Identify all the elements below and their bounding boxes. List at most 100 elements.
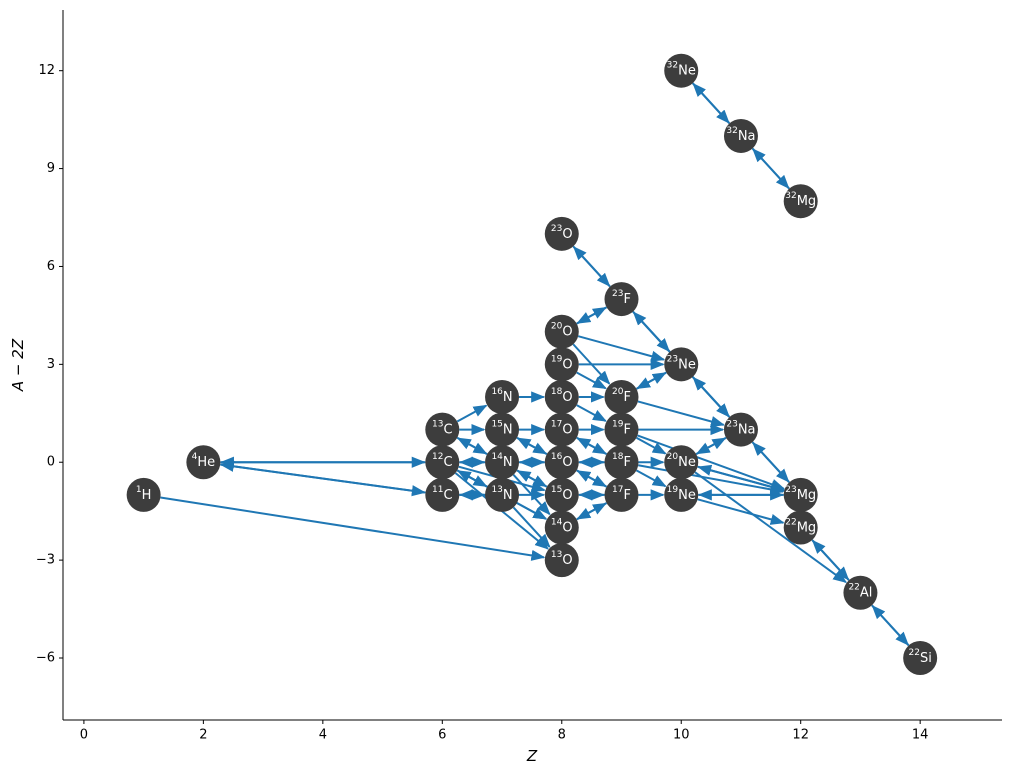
node-symbol: He bbox=[197, 455, 215, 470]
node-label: 1H bbox=[136, 485, 152, 503]
node-mass: 14 bbox=[491, 452, 503, 462]
node-symbol: C bbox=[443, 455, 452, 470]
node bbox=[425, 445, 460, 480]
node-mass: 4 bbox=[192, 452, 198, 462]
node bbox=[783, 477, 818, 512]
edge bbox=[576, 306, 608, 324]
node-mass: 20 bbox=[612, 387, 624, 397]
node-symbol: N bbox=[503, 422, 513, 437]
node bbox=[604, 282, 639, 317]
edge bbox=[516, 469, 548, 488]
node-mass: 19 bbox=[612, 420, 624, 430]
node-mass: 13 bbox=[432, 420, 443, 430]
node-symbol: F bbox=[623, 455, 630, 470]
x-tick-label: 8 bbox=[558, 728, 566, 743]
x-tick-label: 14 bbox=[912, 728, 929, 743]
node bbox=[544, 412, 579, 447]
node-mass: 15 bbox=[551, 485, 562, 495]
node-symbol: F bbox=[623, 422, 630, 437]
node-label: 16N bbox=[491, 387, 512, 405]
edge bbox=[811, 539, 850, 581]
node-mass: 23 bbox=[667, 354, 678, 364]
node-label: 16O bbox=[551, 452, 573, 470]
node bbox=[783, 184, 818, 219]
x-axis-label: Z bbox=[526, 747, 538, 765]
edge bbox=[752, 148, 790, 190]
node bbox=[783, 510, 818, 545]
node bbox=[664, 477, 699, 512]
node-label: 22Mg bbox=[785, 517, 816, 535]
node-mass: 20 bbox=[667, 452, 679, 462]
node-label: 19O bbox=[551, 354, 573, 372]
node-mass: 17 bbox=[551, 420, 562, 430]
node-mass: 16 bbox=[491, 387, 503, 397]
node bbox=[723, 118, 758, 153]
node-label: 18O bbox=[551, 387, 573, 405]
node-mass: 15 bbox=[491, 420, 502, 430]
node-label: 32Na bbox=[726, 126, 755, 144]
y-axis-label: A − 2Z bbox=[9, 338, 27, 392]
edge bbox=[695, 436, 727, 455]
node-label: 14N bbox=[491, 452, 512, 470]
node-symbol: Ne bbox=[678, 455, 696, 470]
edge bbox=[512, 506, 551, 548]
node bbox=[425, 477, 460, 512]
node-symbol: F bbox=[623, 292, 630, 307]
node bbox=[903, 641, 938, 676]
node-mass: 32 bbox=[785, 191, 796, 201]
node-mass: 1 bbox=[136, 485, 142, 495]
edge bbox=[697, 498, 785, 525]
node-mass: 17 bbox=[612, 485, 623, 495]
node-label: 23Mg bbox=[785, 485, 816, 503]
x-tick-label: 0 bbox=[80, 728, 88, 743]
node-symbol: Ne bbox=[678, 63, 696, 78]
edge bbox=[577, 335, 666, 362]
x-tick-label: 4 bbox=[319, 728, 327, 743]
y-tick-label: −3 bbox=[36, 553, 55, 568]
node-label: 12C bbox=[432, 452, 453, 470]
node-label: 11C bbox=[432, 485, 453, 503]
node-symbol: O bbox=[562, 324, 572, 339]
edges bbox=[160, 82, 910, 647]
node-symbol: Si bbox=[920, 651, 932, 666]
node bbox=[664, 347, 699, 382]
node-label: 19Ne bbox=[667, 485, 696, 503]
node bbox=[126, 477, 161, 512]
node-symbol: C bbox=[443, 487, 452, 502]
node-label: 23Ne bbox=[667, 354, 696, 372]
node-symbol: Mg bbox=[797, 520, 816, 535]
node-mass: 13 bbox=[491, 485, 502, 495]
node-symbol: N bbox=[503, 389, 513, 404]
node-label: 22Al bbox=[848, 583, 872, 601]
node-mass: 19 bbox=[667, 485, 679, 495]
edge bbox=[572, 246, 611, 288]
node-symbol: F bbox=[623, 487, 630, 502]
edge bbox=[871, 604, 910, 647]
node bbox=[485, 477, 520, 512]
edge bbox=[576, 404, 607, 422]
edge bbox=[576, 371, 607, 390]
edge bbox=[637, 434, 786, 490]
node-symbol: Mg bbox=[797, 194, 816, 209]
x-tick-label: 10 bbox=[673, 728, 690, 743]
edge bbox=[456, 437, 488, 455]
edge bbox=[692, 82, 731, 125]
node-mass: 18 bbox=[551, 387, 563, 397]
node-symbol: C bbox=[443, 422, 452, 437]
node bbox=[544, 510, 579, 545]
y-tick-label: 3 bbox=[47, 357, 55, 372]
node-label: 19F bbox=[612, 420, 631, 438]
x-tick-label: 2 bbox=[199, 728, 207, 743]
node-mass: 14 bbox=[551, 517, 563, 527]
node bbox=[485, 445, 520, 480]
node-symbol: N bbox=[503, 455, 513, 470]
node-mass: 13 bbox=[551, 550, 562, 560]
y-tick-label: 0 bbox=[47, 455, 55, 470]
node-symbol: Ne bbox=[678, 357, 696, 372]
node-label: 23O bbox=[551, 224, 573, 242]
y-tick-label: −6 bbox=[36, 651, 55, 666]
node-label: 22Si bbox=[909, 648, 932, 666]
node bbox=[544, 543, 579, 578]
node-mass: 11 bbox=[432, 485, 443, 495]
